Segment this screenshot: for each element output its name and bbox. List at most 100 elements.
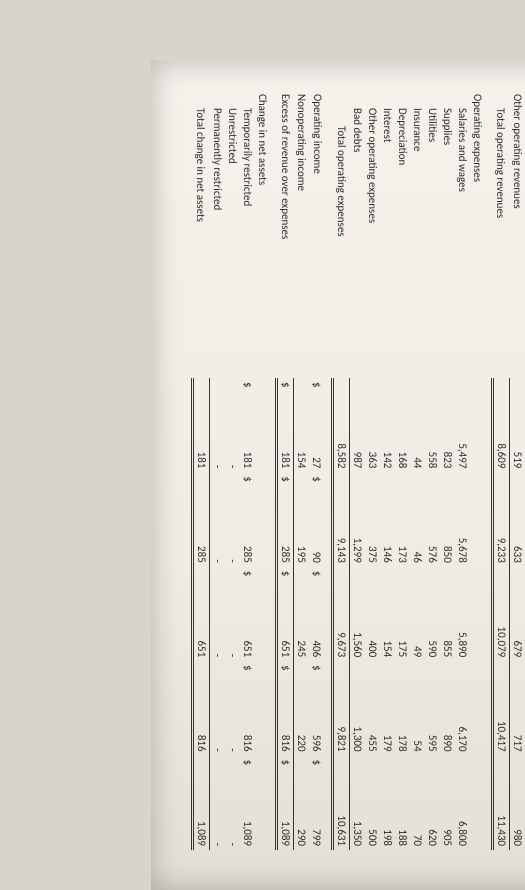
cell: - [225,567,240,661]
cell: 855 [441,567,456,661]
cell [471,378,493,472]
row-label: Change in net assets [255,90,277,378]
cell: 9,821 [333,661,350,755]
table-row: Utilities558576590595620 [426,90,441,850]
row-label: Operating income [310,90,334,378]
cell: 154 [294,378,310,472]
cell: 823 [441,378,456,472]
cell: 400 [366,567,381,661]
cell: 1,089 [193,756,210,850]
cell: 679 [510,567,525,661]
row-label: Bad debts [350,90,366,378]
cell: 175 [396,567,411,661]
cell: 5,890 [456,567,471,661]
cell: 1,299 [350,472,366,566]
cell: 406 [310,567,334,661]
table-row: Operating expenses [471,90,493,850]
table-row: Salaries and wages5,4975,6785,8906,1706,… [456,90,471,850]
cell: 10,631 [333,756,350,850]
cell: 188 [396,756,411,850]
cell: 46 [411,472,426,566]
cell: 6,170 [456,661,471,755]
cell: 168 [396,378,411,472]
cell: 8,582 [333,378,350,472]
table-row: Temporarily restricted1812856518161,089 [240,90,255,850]
cell: 6,800 [456,756,471,850]
cell: 576 [426,472,441,566]
row-label: Other operating expenses [366,90,381,378]
table-row: Other operating expenses363375400455500 [366,90,381,850]
cell: 816 [240,661,255,755]
cell: 890 [441,661,456,755]
cell: 181 [240,378,255,472]
cell: 178 [396,661,411,755]
cell: 633 [510,472,525,566]
cell: 651 [240,567,255,661]
cell: 651 [277,567,294,661]
cell: 70 [411,756,426,850]
cell [471,567,493,661]
cell [255,472,277,566]
cell: 142 [381,378,396,472]
row-label: Operating expenses [471,90,493,378]
cell: 905 [441,756,456,850]
cell: 595 [426,661,441,755]
cell [255,378,277,472]
cell: 816 [277,661,294,755]
cell: 285 [277,472,294,566]
row-label: Total operating expenses [333,90,350,378]
cell: 245 [294,567,310,661]
row-label: Temporarily restricted [240,90,255,378]
table-row: Nonoperating income154195245220290 [294,90,310,850]
income-statement-table: 2009 2010 2011 2012 2013 Gross patient s… [191,90,525,850]
cell: - [225,661,240,755]
cell: 220 [294,661,310,755]
row-label: Supplies [441,90,456,378]
cell: 10,417 [493,661,510,755]
cell: - [225,756,240,850]
cell: 11,430 [493,756,510,850]
cell: 9,143 [333,472,350,566]
cell: 49 [411,567,426,661]
cell: 146 [381,472,396,566]
row-label: Depreciation [396,90,411,378]
row-label: Total change in net assets [193,90,210,378]
cell: 1,300 [350,661,366,755]
row-label: Permanently restricted [210,90,226,378]
cell: - [225,378,240,472]
cell: 987 [350,378,366,472]
row-label: Other operating revenues [510,90,525,378]
cell: 1,350 [350,756,366,850]
cell: - [210,756,226,850]
cell: 1,089 [240,756,255,850]
cell: 181 [277,378,294,472]
cell: 375 [366,472,381,566]
cell: 8,609 [493,378,510,472]
row-label: Nonoperating income [294,90,310,378]
row-label: Salaries and wages [456,90,471,378]
cell: 1,089 [277,756,294,850]
table-row: Operating income2790406596799 [310,90,334,850]
table-row: Bad debts9871,2991,5601,3001,350 [350,90,366,850]
cell: 816 [193,661,210,755]
cell: 44 [411,378,426,472]
table-row: Total operating revenues8,6099,23310,079… [493,90,510,850]
cell: 519 [510,378,525,472]
cell [471,661,493,755]
cell: 651 [193,567,210,661]
cell: 363 [366,378,381,472]
cell: - [210,378,226,472]
row-label: Utilities [426,90,441,378]
cell [255,661,277,755]
cell: 455 [366,661,381,755]
table-row: Total change in net assets1812856518161,… [193,90,210,850]
cell: 620 [426,756,441,850]
cell: 154 [381,567,396,661]
cell: 558 [426,378,441,472]
cell: - [210,661,226,755]
cell: 285 [240,472,255,566]
cell: - [225,472,240,566]
table-row: Interest142146154179198 [381,90,396,850]
row-label: Total operating revenues [493,90,510,378]
cell: 500 [366,756,381,850]
